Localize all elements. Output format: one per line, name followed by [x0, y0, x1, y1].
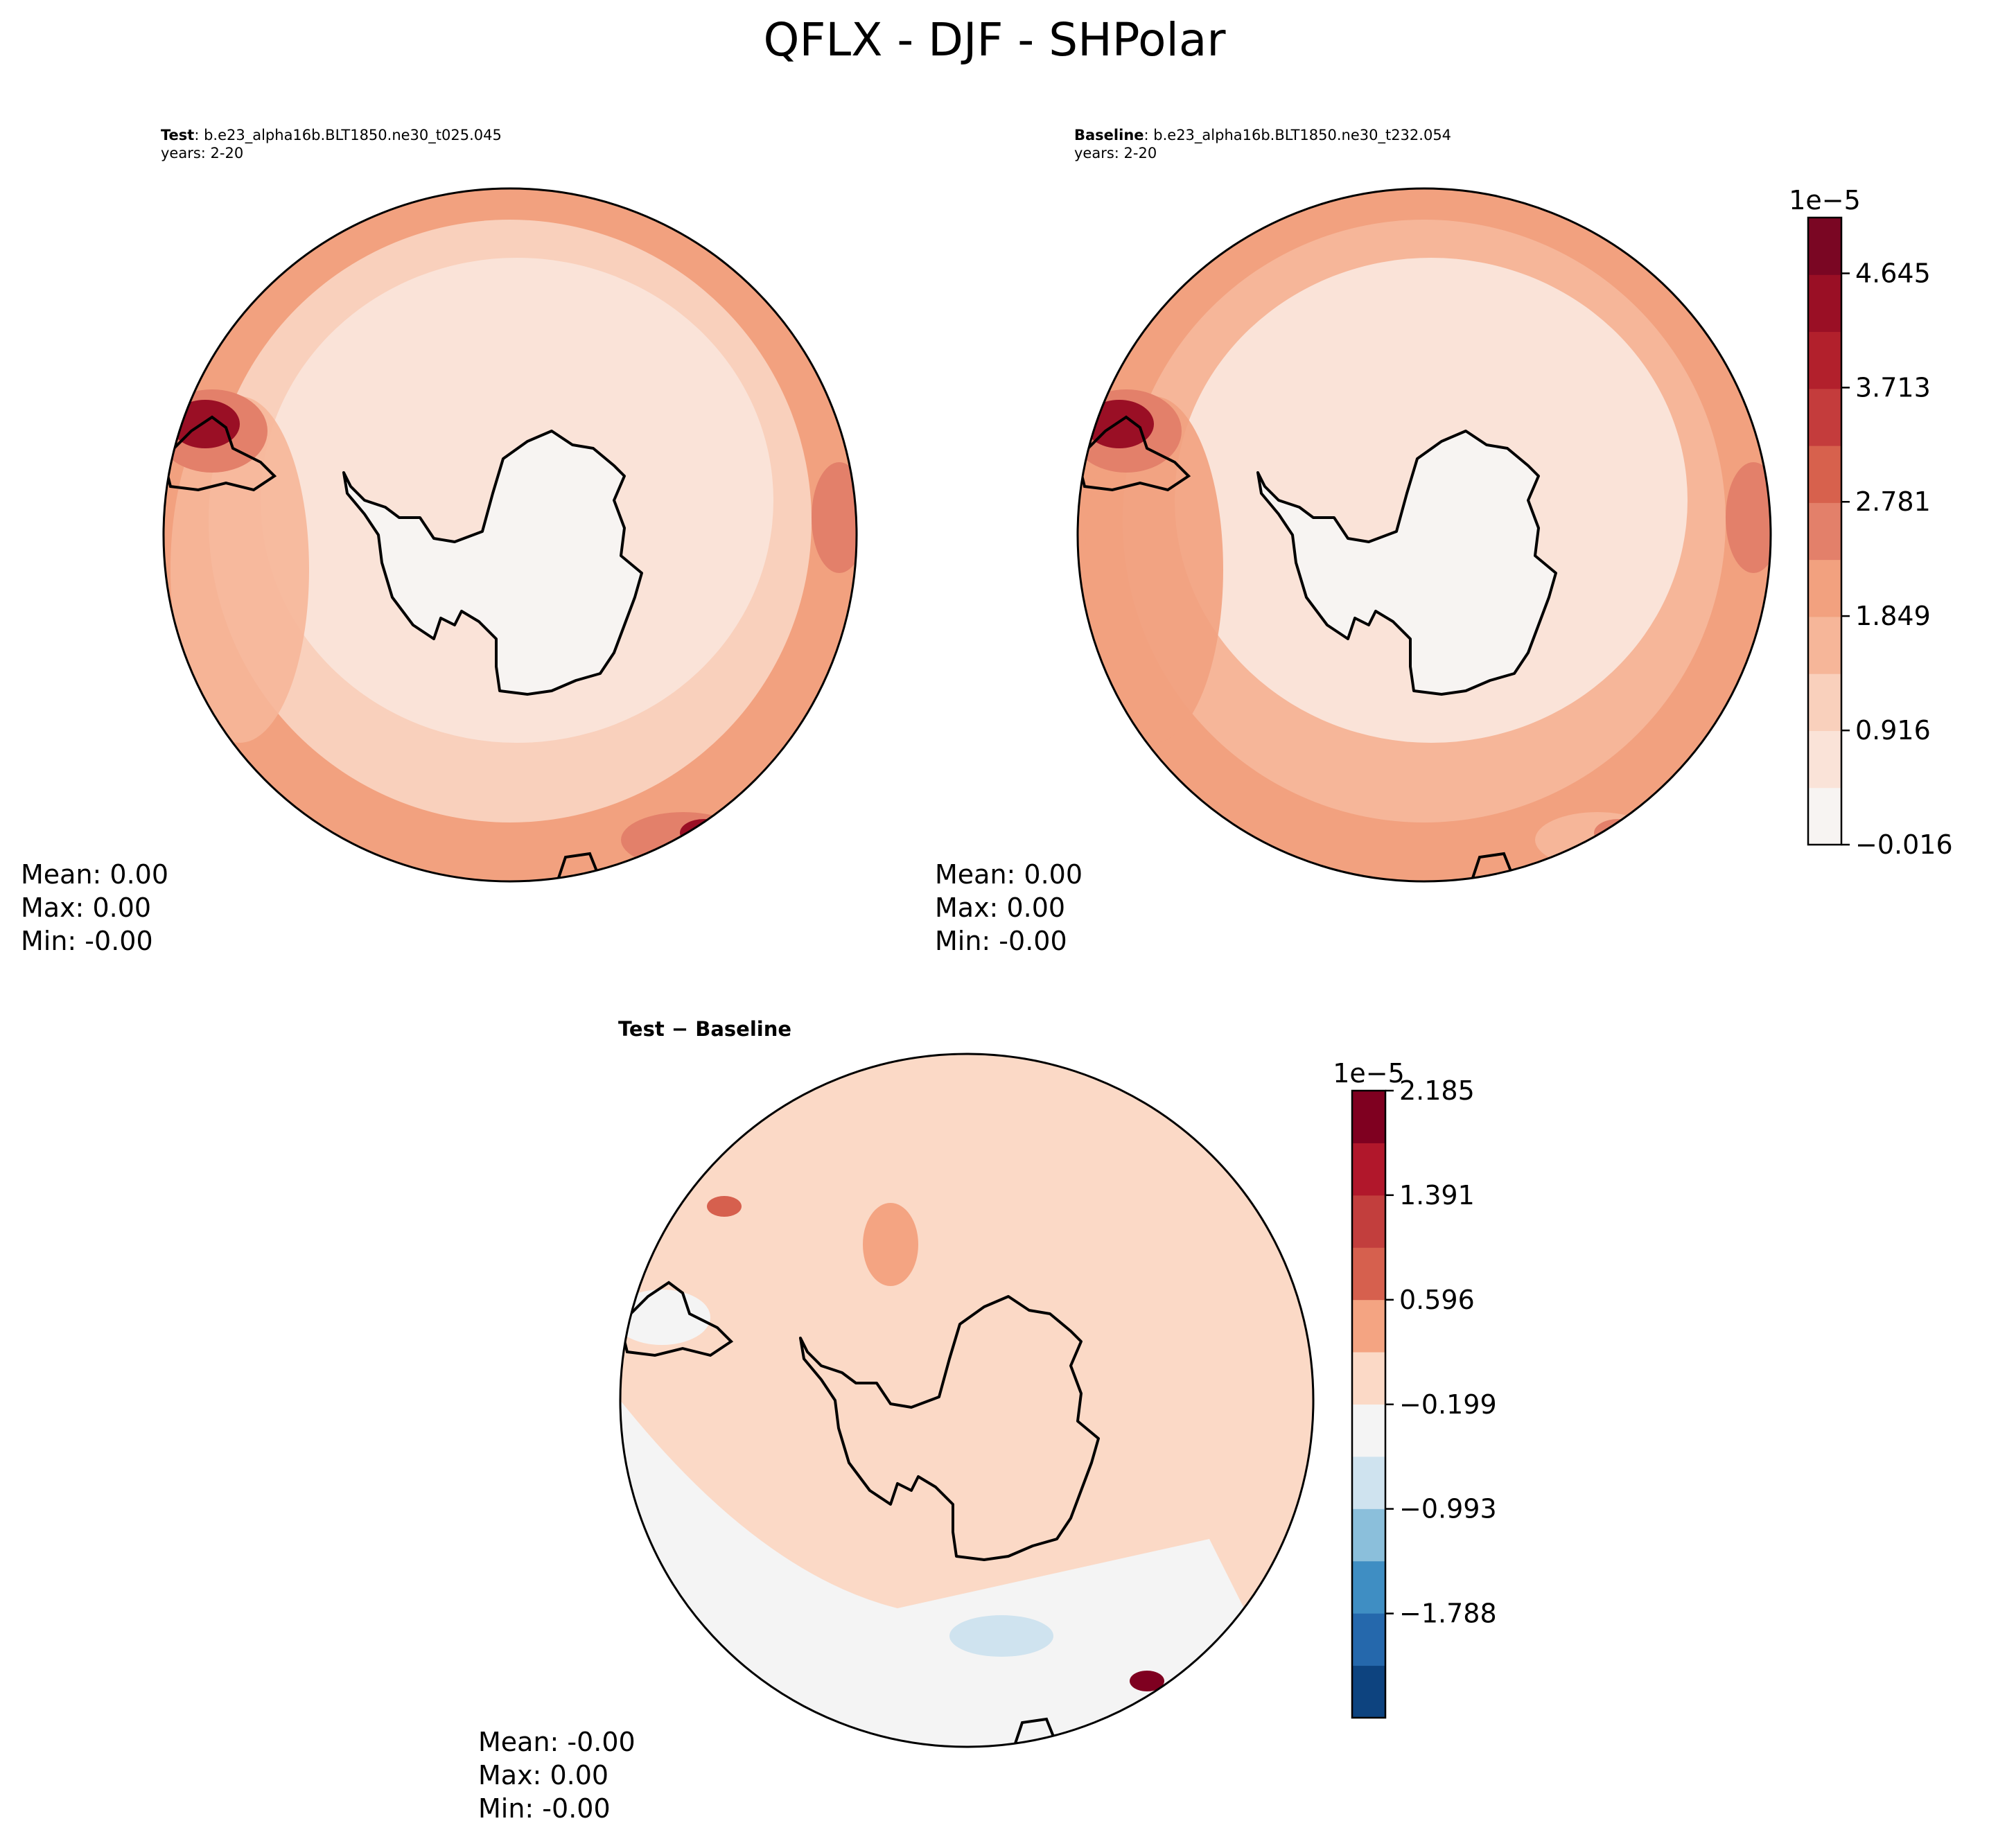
- colorbar-tick-label: −1.788: [1399, 1599, 1497, 1629]
- colorbar-tick-label: 0.916: [1855, 715, 1931, 746]
- colorbar-tick-label: 0.596: [1399, 1285, 1475, 1315]
- colorbar-swatch: [1808, 331, 1841, 389]
- map-boundary: [619, 1053, 1315, 1748]
- colorbar-swatch: [1808, 616, 1841, 674]
- colorbar-swatch: [1352, 1665, 1385, 1718]
- south-america-coastline: [164, 415, 277, 492]
- colorbar-swatch: [1352, 1143, 1385, 1196]
- antarctica-coastline: [342, 430, 643, 696]
- colorbar-tick-label: −0.199: [1399, 1389, 1497, 1420]
- panel-years: years: 2-20: [1074, 145, 1157, 161]
- colorbar-swatch: [1808, 730, 1841, 789]
- panel-years: years: 2-20: [161, 145, 243, 161]
- map-boundary: [162, 187, 858, 883]
- colorbar-frame: [1807, 216, 1843, 846]
- field-atlantic-patch: [1085, 396, 1223, 743]
- colorbar-swatch: [1808, 446, 1841, 503]
- stat-line: Min: -0.00: [935, 926, 1067, 956]
- panel-label: Test − Baseline: [618, 1017, 791, 1041]
- stat-line: Mean: 0.00: [21, 859, 168, 890]
- panel-label: Test: b.e23_alpha16b.BLT1850.ne30_t025.0…: [161, 127, 502, 144]
- test-panel: Test: b.e23_alpha16b.BLT1850.ne30_t025.0…: [21, 127, 858, 956]
- field-indian-patch: [1726, 462, 1771, 573]
- colorbar-swatch: [1352, 1613, 1385, 1666]
- field-negative-band: [620, 1400, 1313, 1747]
- colorbar-tick-label: 2.185: [1399, 1075, 1475, 1106]
- colorbar-swatch: [1808, 274, 1841, 333]
- figure-title: QFLX - DJF - SHPolar: [764, 13, 1227, 67]
- stat-line: Mean: 0.00: [935, 859, 1083, 890]
- stat-line: Max: 0.00: [478, 1760, 608, 1790]
- australia-coastline: [1014, 1717, 1055, 1744]
- colorbar-swatch: [1808, 674, 1841, 731]
- panel-label: Baseline: b.e23_alpha16b.BLT1850.ne30_t2…: [1074, 127, 1451, 144]
- australia-coastline: [557, 852, 598, 879]
- australia-coastline: [1471, 852, 1512, 879]
- colorbar-tick-label: 1.849: [1855, 601, 1931, 631]
- colorbar-swatch: [1352, 1195, 1385, 1248]
- field-positive-patch: [707, 1196, 742, 1217]
- baseline-colorbar: −0.016 0.916 1.849 2.781 3.713 4.645 1e−5: [1789, 185, 1952, 860]
- stat-line: Min: -0.00: [21, 926, 153, 956]
- colorbar-swatch: [1352, 1560, 1385, 1614]
- map-boundary: [1076, 187, 1772, 883]
- colorbar-swatch: [1352, 1404, 1385, 1457]
- colorbar-swatch: [1808, 218, 1841, 275]
- colorbar-tick-label: 3.713: [1855, 372, 1931, 403]
- colorbar-swatch: [1808, 388, 1841, 446]
- colorbar-exponent: 1e−5: [1333, 1058, 1405, 1089]
- stat-line: Max: 0.00: [21, 892, 151, 923]
- colorbar-swatch: [1352, 1456, 1385, 1509]
- colorbar-swatch: [1352, 1299, 1385, 1353]
- baseline-panel: Baseline: b.e23_alpha16b.BLT1850.ne30_t2…: [935, 127, 1772, 956]
- colorbar-swatch: [1808, 502, 1841, 561]
- colorbar-swatch: [1352, 1091, 1385, 1143]
- field-negative-patch: [949, 1615, 1053, 1657]
- field-positive-patch-2: [863, 1203, 918, 1286]
- colorbar-tick-label: −0.016: [1855, 829, 1953, 860]
- colorbar-tick-label: 1.391: [1399, 1180, 1475, 1211]
- stat-line: Max: 0.00: [935, 892, 1065, 923]
- stat-line: Min: -0.00: [478, 1793, 611, 1824]
- colorbar-swatch: [1352, 1352, 1385, 1405]
- colorbar-exponent: 1e−5: [1789, 185, 1861, 215]
- colorbar-swatch: [1808, 787, 1841, 845]
- antarctica-coastline: [1256, 430, 1557, 696]
- field-australia-halo: [621, 812, 746, 868]
- colorbar-swatch: [1808, 559, 1841, 617]
- field-australia-diff: [1130, 1671, 1164, 1691]
- colorbar-swatch: [1352, 1508, 1385, 1562]
- south-america-coastline: [1078, 415, 1191, 492]
- south-america-coastline: [620, 1281, 734, 1357]
- colorbar-tick-label: −0.993: [1399, 1494, 1497, 1524]
- stat-line: Mean: -0.00: [478, 1727, 636, 1757]
- field-australia-halo: [1535, 812, 1660, 868]
- colorbar-swatch: [1352, 1247, 1385, 1301]
- antarctica-coastline: [799, 1295, 1100, 1561]
- colorbar-tick-label: 2.781: [1855, 486, 1931, 517]
- field-indian-patch: [812, 462, 857, 573]
- colorbar-tick-label: 4.645: [1855, 258, 1931, 288]
- field-atlantic-patch: [170, 396, 309, 743]
